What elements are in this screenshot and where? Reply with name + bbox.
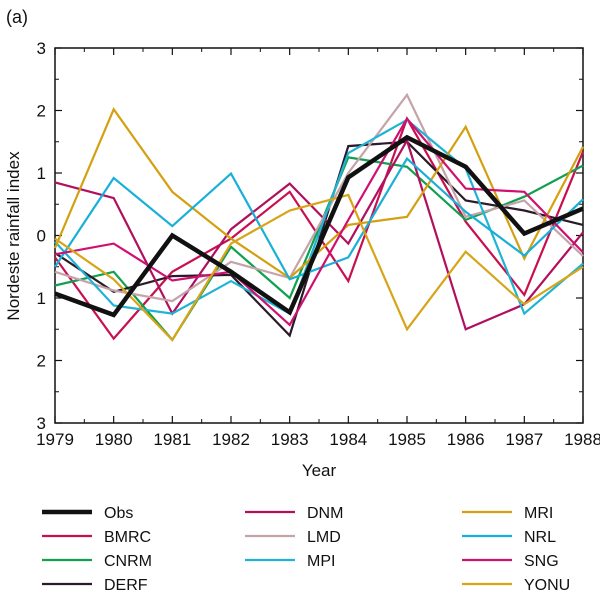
axes: 1979 1980 1981 1982 1983 1984 1985 1986 1987 1988… [36,39,600,449]
series-line-dnm [54,137,584,331]
legend-item-sng: SNG [462,553,559,570]
x-tick-label: 1988 [564,430,600,449]
legend-item-lmd: LMD [245,529,341,546]
series-line-obs [54,134,584,318]
legend-item-bmrc: BMRC [42,529,151,546]
x-tick-label: 1986 [447,430,485,449]
legend-item-dnm: DNM [245,505,343,522]
series-line-sng [54,116,584,327]
y-tick-label: 2 [37,102,46,121]
legend-label: NRL [524,529,556,546]
legend-item-nrl: NRL [462,529,556,546]
y-tick-label: 0 [37,227,46,246]
legend-item-mri: MRI [462,505,553,522]
legend: Obs BMRC CNRM DERF DNM LMD MPI MRI NRL SNG YONU [42,505,570,594]
legend-label: MRI [524,505,553,522]
x-tick-label: 1982 [212,430,250,449]
legend-label: YONU [524,577,570,594]
x-tick-label: 1987 [505,430,543,449]
series-line-mri [53,107,584,280]
legend-label: BMRC [104,529,151,546]
y-tick-label: 3 [37,39,46,58]
series-line-nrl [54,156,584,281]
legend-label: DERF [104,577,148,594]
series-line-yonu [54,193,584,342]
x-tick-label: 1981 [153,430,191,449]
x-tick-label: 1983 [271,430,309,449]
series-line-lmd [54,92,584,303]
y-tick-label: 3 [37,414,46,433]
legend-label: CNRM [104,553,152,570]
x-tick-label: 1985 [388,430,426,449]
legend-item-yonu: YONU [462,577,570,594]
panel-label: (a) [6,7,28,27]
legend-label: SNG [524,553,559,570]
legend-label: MPI [307,553,335,570]
y-tick-label: 2 [37,352,46,371]
legend-label: Obs [104,505,133,522]
x-tick-label: 1984 [329,430,367,449]
x-tick-label: 1980 [95,430,133,449]
legend-label: DNM [307,505,343,522]
x-axis-title: Year [302,461,337,480]
legend-item-derf: DERF [42,577,148,594]
x-tick-label: 1979 [36,430,74,449]
legend-label: LMD [307,529,341,546]
y-tick-label: 1 [37,289,46,308]
y-tick-label: 1 [37,164,46,183]
legend-item-mpi: MPI [245,553,335,570]
legend-item-cnrm: CNRM [42,553,152,570]
series-layer [53,92,585,342]
legend-item-obs: Obs [42,505,133,522]
y-axis-title: Nordeste rainfall index [4,151,23,321]
